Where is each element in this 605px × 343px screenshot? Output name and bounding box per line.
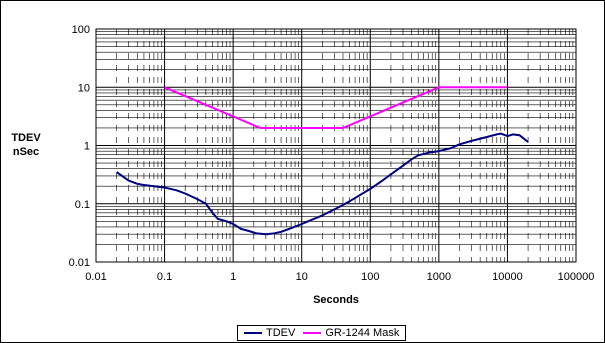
- x-tick-label: 1000: [427, 271, 451, 283]
- legend-item: GR-1244 Mask: [303, 327, 399, 339]
- x-tick-label: 100000: [558, 271, 595, 283]
- y-tick-label: 10: [78, 82, 90, 94]
- x-tick-label: 100: [361, 271, 379, 283]
- x-tick-label: 1: [230, 271, 236, 283]
- y-tick-label: 0.01: [69, 257, 90, 269]
- x-axis-title: Seconds: [313, 294, 359, 306]
- series-lines: [116, 86, 529, 236]
- legend-swatch: [244, 332, 262, 334]
- legend-label: GR-1244 Mask: [325, 327, 400, 339]
- tick-labels: 0.01 0.1 1 10 100 1000 10000 100000 100 10 1 0.1 0.0…: [69, 24, 595, 283]
- x-tick-label: 0.01: [85, 271, 106, 283]
- x-tick-label: 10000: [492, 271, 523, 283]
- series-line-tdev: [116, 132, 529, 236]
- legend-item: TDEV: [244, 327, 295, 339]
- x-tick-label: 0.1: [157, 271, 172, 283]
- y-axis-title-line2: nSec: [13, 146, 39, 158]
- legend-label: TDEV: [266, 327, 296, 339]
- legend: TDEV GR-1244 Mask: [237, 325, 407, 341]
- y-tick-label: 1: [84, 141, 90, 153]
- legend-swatch: [303, 332, 322, 334]
- y-axis-title-line1: TDEV: [11, 132, 41, 144]
- y-tick-label: 0.1: [75, 199, 90, 211]
- series-line-gr-1244-mask: [164, 86, 508, 129]
- x-tick-label: 10: [296, 271, 308, 283]
- grid: [95, 28, 577, 263]
- y-tick-label: 100: [72, 24, 90, 36]
